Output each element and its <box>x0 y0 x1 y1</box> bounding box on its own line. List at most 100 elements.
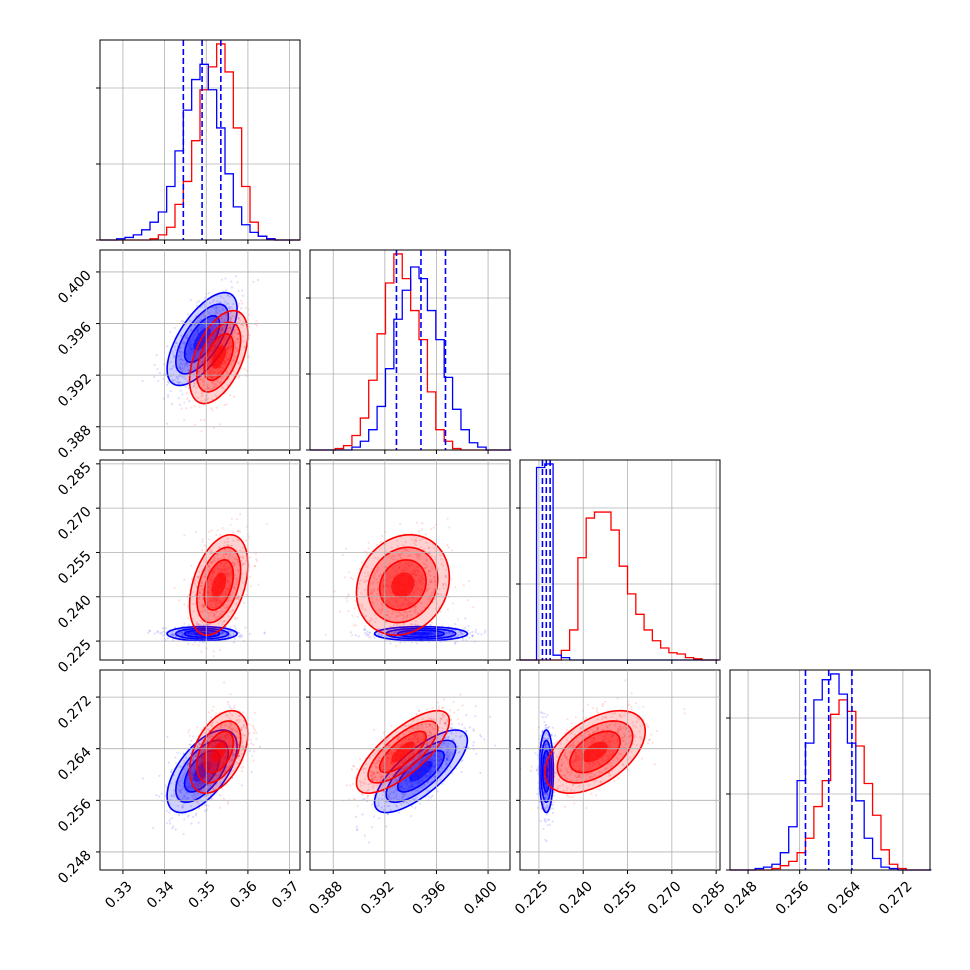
sample-point-series-0 <box>390 627 393 630</box>
sample-point-series-1 <box>250 770 253 774</box>
sample-point-series-1 <box>185 778 188 781</box>
sample-point-series-0 <box>202 353 205 356</box>
sample-point-series-0 <box>236 313 239 316</box>
sample-point-series-0 <box>436 592 439 595</box>
sample-point-series-1 <box>214 307 217 310</box>
sample-point-series-0 <box>215 784 218 787</box>
sample-point-series-0 <box>410 614 413 617</box>
sample-point-series-1 <box>362 628 365 632</box>
sample-point-series-1 <box>410 641 413 644</box>
sample-point-series-0 <box>224 362 228 366</box>
sample-point-series-0 <box>215 626 218 629</box>
sample-point-series-0 <box>379 611 382 614</box>
sample-point-series-1 <box>185 790 188 794</box>
sample-point-series-1 <box>187 313 190 316</box>
sample-point-series-0 <box>416 612 420 615</box>
sample-point-series-1 <box>196 351 199 354</box>
sample-point-series-1 <box>181 342 184 345</box>
sample-point-series-1 <box>153 375 156 378</box>
sample-point-series-0 <box>206 344 209 347</box>
sample-point-series-0 <box>240 742 244 745</box>
sample-point-series-0 <box>208 773 211 776</box>
sample-point-series-0 <box>236 718 239 721</box>
sample-point-series-0 <box>207 375 211 378</box>
sample-point-series-1 <box>182 833 185 836</box>
sample-point-series-1 <box>215 341 218 344</box>
sample-point-series-0 <box>446 517 449 520</box>
sample-point-series-0 <box>199 782 202 786</box>
sample-point-series-1 <box>212 335 215 338</box>
sample-point-series-0 <box>211 381 214 384</box>
sample-point-series-1 <box>199 780 202 783</box>
sample-point-series-0 <box>192 643 195 646</box>
sample-point-series-1 <box>179 357 182 360</box>
sample-point-series-0 <box>222 568 225 571</box>
sample-point-series-0 <box>230 723 233 726</box>
sample-point-series-0 <box>185 407 188 410</box>
sample-point-series-0 <box>207 372 210 375</box>
sample-point-series-0 <box>206 383 209 386</box>
sample-point-series-0 <box>241 557 244 560</box>
sample-point-series-1 <box>176 377 180 381</box>
sample-point-series-0 <box>198 806 201 809</box>
sample-point-series-0 <box>242 320 245 323</box>
sample-point-series-0 <box>213 597 216 601</box>
sample-point-series-0 <box>398 607 401 610</box>
sample-point-series-0 <box>237 376 240 379</box>
sample-point-series-0 <box>348 571 351 574</box>
sample-point-series-1 <box>443 634 446 637</box>
sample-point-series-1 <box>471 630 474 634</box>
sample-point-series-0 <box>199 590 202 593</box>
sample-point-series-0 <box>199 628 202 632</box>
sample-point-series-0 <box>415 580 418 584</box>
sample-point-series-1 <box>192 797 195 800</box>
sample-point-series-0 <box>195 386 198 389</box>
sample-point-series-1 <box>181 359 184 362</box>
sample-point-series-0 <box>243 368 246 371</box>
sample-point-series-0 <box>214 599 217 602</box>
sample-point-series-1 <box>464 626 467 629</box>
sample-point-series-0 <box>220 622 223 626</box>
sample-point-series-1 <box>178 403 181 406</box>
sample-point-series-0 <box>226 800 230 804</box>
sample-point-series-1 <box>213 306 216 309</box>
sample-point-series-0 <box>385 578 388 581</box>
sample-point-series-0 <box>193 382 196 385</box>
sample-point-series-0 <box>410 572 413 576</box>
sample-point-series-0 <box>404 565 407 569</box>
sample-point-series-0 <box>402 614 405 617</box>
sample-point-series-0 <box>408 601 411 605</box>
sample-point-series-0 <box>233 729 237 732</box>
sample-point-series-0 <box>390 605 393 608</box>
sample-point-series-1 <box>393 631 396 634</box>
sample-point-series-0 <box>215 739 218 743</box>
sample-point-series-0 <box>211 725 214 728</box>
sample-point-series-0 <box>227 603 230 607</box>
sample-point-series-0 <box>196 358 199 361</box>
sample-point-series-0 <box>209 783 212 786</box>
sample-point-series-1 <box>169 390 173 393</box>
sample-point-series-0 <box>232 586 235 589</box>
sample-point-series-1 <box>206 775 209 778</box>
sample-point-series-0 <box>415 598 418 602</box>
sample-point-series-1 <box>214 762 217 765</box>
sample-point-series-0 <box>390 546 393 549</box>
sample-point-series-0 <box>207 611 210 615</box>
sample-point-series-0 <box>208 614 211 618</box>
sample-point-series-0 <box>214 765 217 769</box>
sample-point-series-0 <box>228 711 231 714</box>
sample-point-series-0 <box>424 533 427 536</box>
sample-point-series-1 <box>180 765 183 769</box>
sample-point-series-0 <box>233 707 236 710</box>
sample-point-series-1 <box>241 635 244 638</box>
sample-point-series-0 <box>224 587 227 590</box>
sample-point-series-0 <box>201 549 204 552</box>
sample-point-series-0 <box>446 608 449 611</box>
sample-point-series-1 <box>465 639 468 642</box>
sample-point-series-0 <box>208 600 212 603</box>
sample-point-series-0 <box>203 629 207 633</box>
sample-point-series-1 <box>198 781 201 784</box>
sample-point-series-0 <box>440 563 443 566</box>
sample-point-series-0 <box>265 523 268 526</box>
sample-point-series-0 <box>228 346 231 349</box>
